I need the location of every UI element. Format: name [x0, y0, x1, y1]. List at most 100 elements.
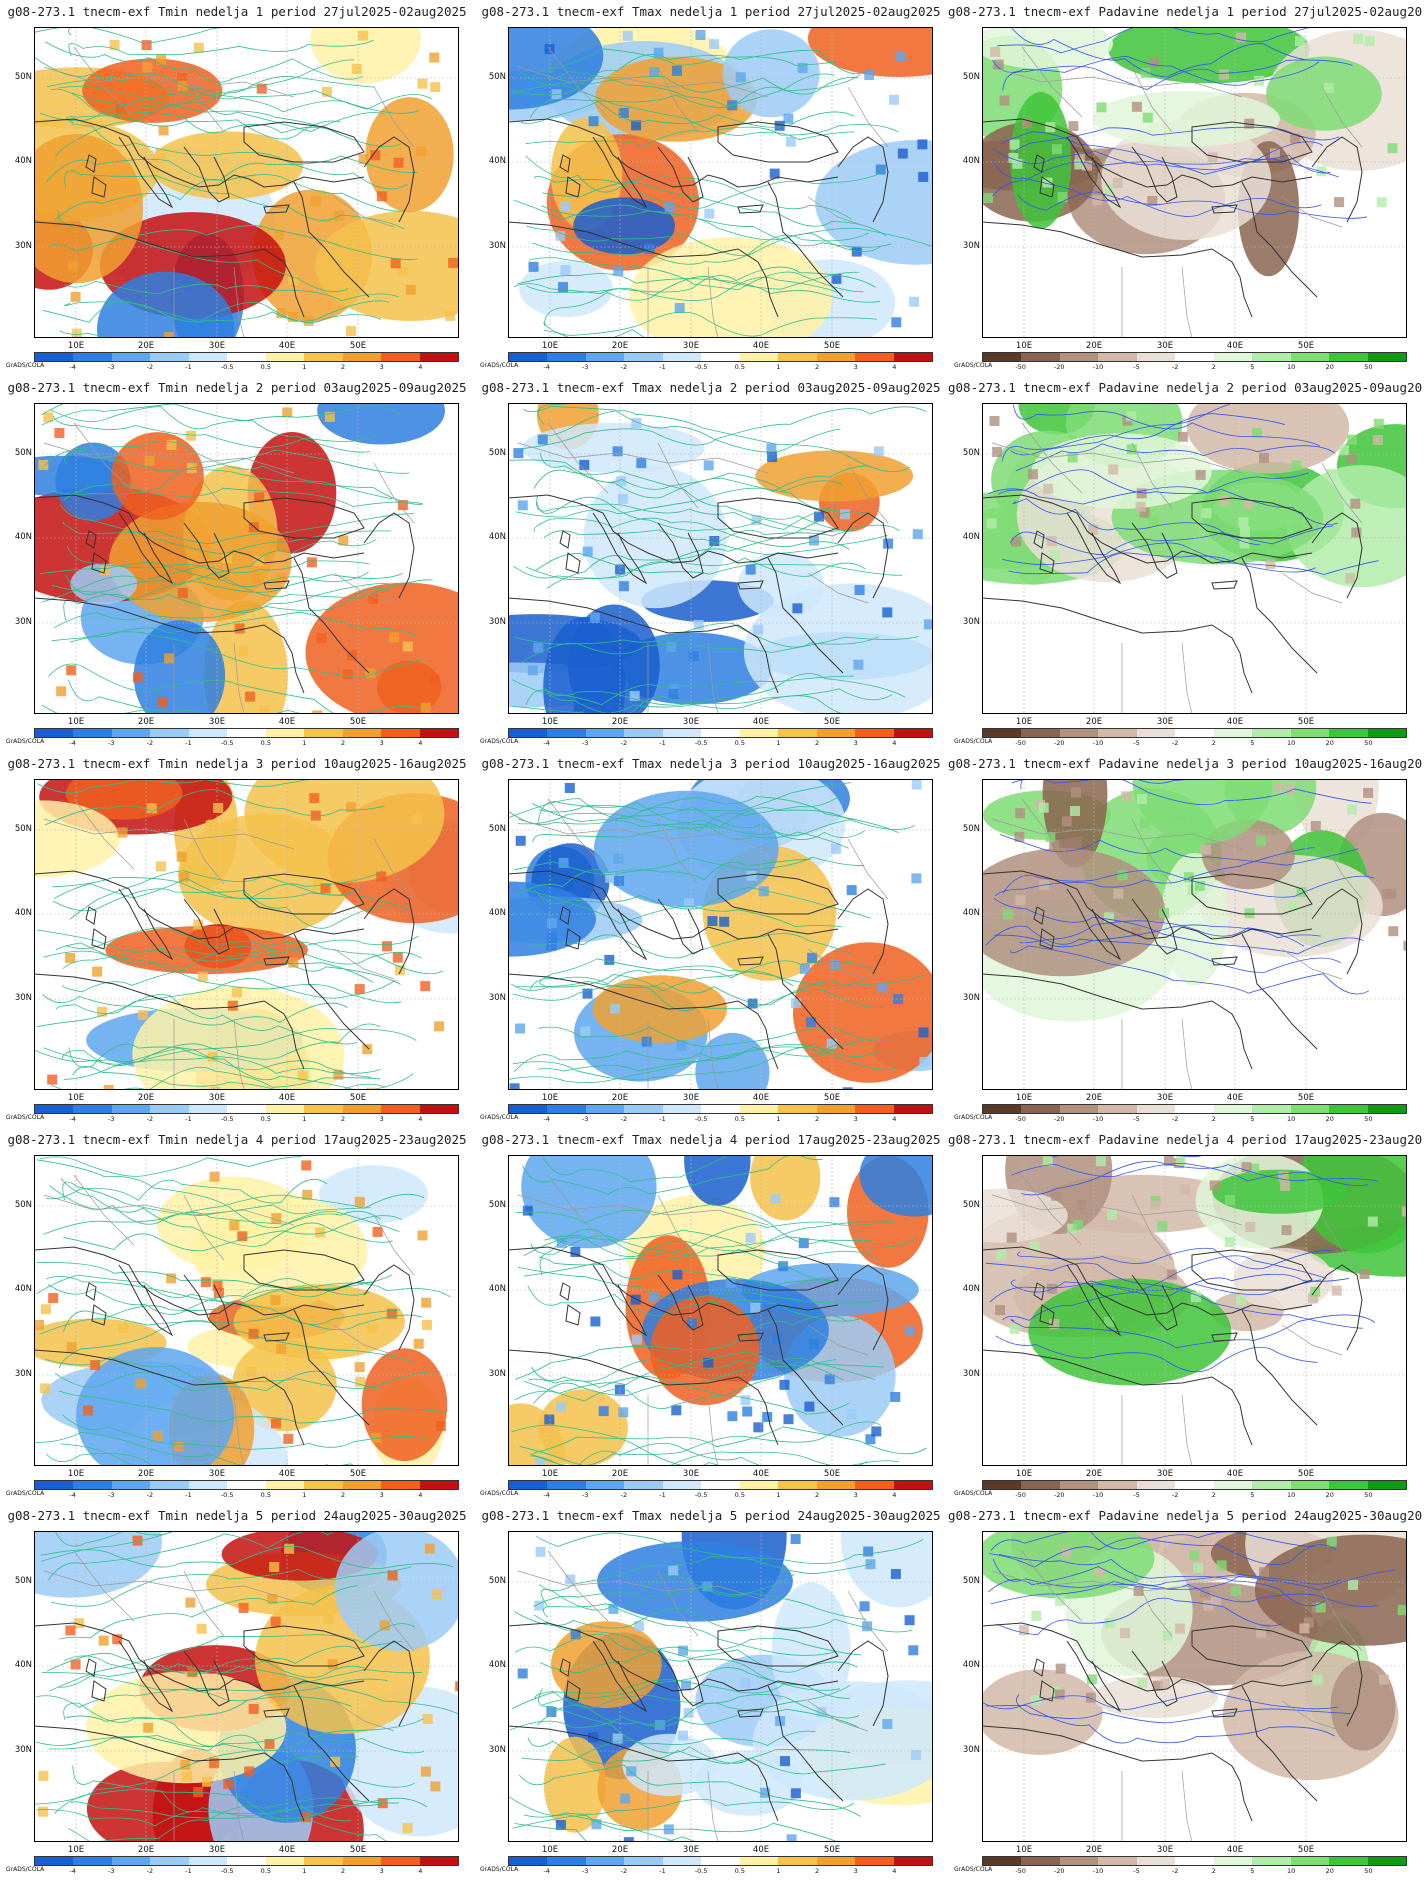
map-panel: g08-273.1 tnecm-exf Tmax nedelja 2 perio… [474, 376, 948, 755]
contour-line [994, 847, 1315, 897]
anomaly-cell [1073, 1219, 1084, 1230]
anomaly-cell [1334, 197, 1345, 208]
anomaly-cell [626, 1766, 637, 1777]
contour-line [985, 925, 1341, 973]
longitude-label: 20E [611, 1093, 629, 1103]
contour-line [44, 449, 423, 505]
longitude-label: 10E [541, 341, 559, 351]
anomaly-region [982, 1669, 1103, 1755]
colorbar-segment [73, 1481, 112, 1489]
colorbar-tick-label: -2 [1171, 739, 1179, 747]
anomaly-cell [157, 697, 168, 708]
colorbar-tick-label: -3 [108, 363, 115, 371]
colorbar-segment [1252, 353, 1291, 361]
contour-line [59, 504, 392, 555]
colorbar-tick-label: -3 [108, 1491, 115, 1499]
colorbar-segment [111, 353, 151, 361]
anomaly-cell [725, 1277, 736, 1288]
colorbar [982, 1480, 1407, 1490]
colorbar-segment [1059, 353, 1099, 361]
longitude-label: 40E [278, 1093, 296, 1103]
anomaly-cell [234, 623, 245, 634]
colorbar-tick-label: -3 [582, 1491, 589, 1499]
anomaly-cell [1239, 526, 1250, 537]
tmin-anomaly-map [34, 1531, 459, 1842]
anomaly-cell [1180, 1184, 1191, 1195]
contour-line [57, 1675, 388, 1702]
anomaly-cell [522, 1205, 533, 1216]
anomaly-cell [1291, 460, 1302, 471]
colorbar-segment [701, 1481, 740, 1489]
country-borders [43, 1550, 415, 1842]
longitude-label: 10E [1015, 1845, 1033, 1855]
contour-line [1008, 552, 1316, 575]
colorbar-tick-label: -2 [620, 1867, 628, 1875]
colorbar-segment [1290, 1105, 1330, 1113]
graticule [982, 27, 1407, 338]
contour-line [39, 1282, 373, 1335]
anomaly-cell [1133, 1585, 1144, 1596]
anomaly-cell [842, 1087, 853, 1090]
anomaly-cell [156, 54, 167, 65]
anomaly-cell [1252, 427, 1262, 438]
contour-line [1013, 404, 1320, 447]
panel-title: g08-273.1 tnecm-exf Tmin nedelja 3 perio… [7, 756, 467, 771]
contour-line [536, 1702, 860, 1728]
grads-credit: GrADS/COLA [480, 1114, 519, 1121]
contour-line [55, 942, 402, 1004]
anomaly-cell [1367, 1216, 1378, 1227]
anomaly-cell [1239, 538, 1250, 549]
anomaly-cell [853, 659, 864, 670]
anomaly-shading [982, 1155, 1407, 1386]
colorbar-segment [150, 729, 189, 737]
panel-title: g08-273.1 tnecm-exf Tmin nedelja 1 perio… [7, 4, 467, 19]
anomaly-cell [213, 1287, 224, 1298]
colorbar-segment [381, 1481, 420, 1489]
map-panel: g08-273.1 tnecm-exf Tmax nedelja 4 perio… [474, 1128, 948, 1507]
colorbar-segment [1329, 729, 1368, 737]
anomaly-cell [1136, 794, 1147, 804]
anomaly-cell [1068, 121, 1079, 132]
anomaly-cell [1220, 495, 1230, 506]
contour-line [524, 889, 843, 928]
contour-line [533, 469, 855, 532]
contour-line [69, 870, 363, 920]
latitude-label: 40N [962, 908, 980, 918]
colorbar-segment [35, 1481, 74, 1489]
colorbar-segment [381, 729, 420, 737]
contour-line [508, 49, 870, 96]
longitude-label: 40E [278, 341, 296, 351]
contour-line [545, 71, 835, 107]
anomaly-cell [1245, 1222, 1256, 1232]
colorbar-segment [1329, 353, 1368, 361]
anomaly-cell [704, 208, 715, 219]
anomaly-cell [395, 965, 405, 976]
anomaly-cell [143, 1722, 154, 1733]
tmin-anomaly-map [34, 1155, 459, 1466]
colorbar-segment [342, 353, 382, 361]
colorbar-tick-label: -2 [1171, 1115, 1179, 1123]
colorbar-segment [701, 1105, 740, 1113]
anomaly-cell [270, 1616, 281, 1627]
anomaly-cell [333, 1069, 344, 1080]
anomaly-cell [387, 1570, 398, 1581]
contour-line [521, 1739, 886, 1775]
contour-line [37, 978, 397, 1028]
contour-line [1011, 779, 1194, 784]
anomaly-cell [681, 1680, 691, 1691]
contour-line [1020, 779, 1372, 806]
colorbar-tick-label: 20 [1325, 1491, 1334, 1499]
colorbar-segment [855, 729, 894, 737]
country-borders [517, 798, 889, 1090]
colorbar-tick-labels: -4 -3 -2 -1 -0.5 0.5 1 2 3 4 [508, 1867, 933, 1877]
graticule [508, 1155, 933, 1466]
contour-line [36, 1159, 400, 1232]
anomaly-cell [1057, 192, 1068, 202]
anomaly-cell [306, 557, 317, 568]
anomaly-cell [616, 476, 627, 487]
colorbar-segment [1098, 1105, 1137, 1113]
anomaly-cell [570, 1629, 581, 1640]
precipitation-anomaly-map [982, 779, 1407, 1090]
contour-lines [34, 1531, 459, 1842]
anomaly-cell [254, 556, 265, 567]
